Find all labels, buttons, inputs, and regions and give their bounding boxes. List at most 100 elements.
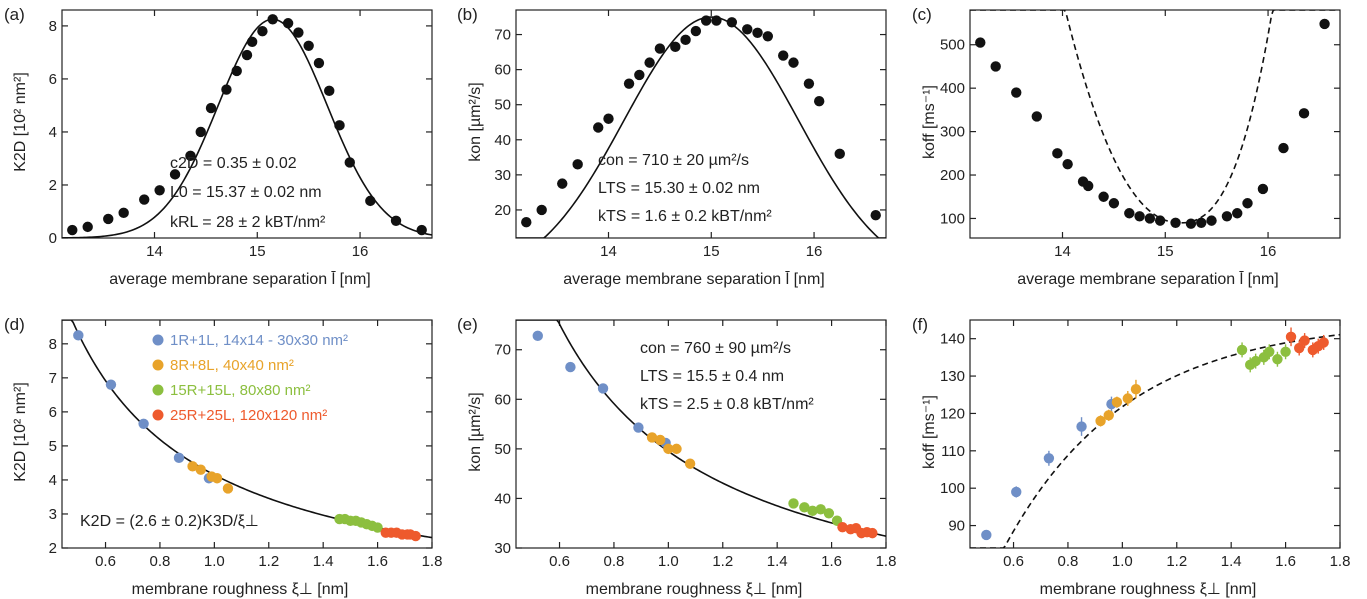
data-point (1144, 213, 1156, 224)
x-tick-label: 0.6 (1003, 553, 1024, 570)
x-tick-label: 0.8 (1058, 553, 1079, 570)
x-tick-label: 0.8 (150, 553, 171, 570)
data-point (644, 57, 655, 68)
y-tick-label: 40 (494, 132, 511, 149)
data-point (1124, 208, 1135, 219)
data-point (1082, 180, 1094, 192)
data-point (1257, 183, 1269, 195)
y-tick-label: 70 (494, 27, 511, 44)
data-point (1108, 198, 1120, 209)
x-tick-label: 0.6 (95, 553, 116, 570)
y-tick-label: 6 (49, 71, 57, 88)
data-point (752, 27, 763, 38)
y-tick-label: 90 (948, 518, 965, 535)
data-point (684, 458, 696, 469)
data-point (762, 31, 774, 42)
data-point (1170, 217, 1181, 228)
x-tick-label: 15 (249, 243, 266, 260)
plot-frame (515, 319, 887, 549)
x-tick-label: 1.4 (1221, 553, 1242, 570)
x-axis-label: membrane roughness ξ⊥ [nm] (132, 581, 349, 598)
x-tick-label: 14 (1054, 243, 1071, 260)
annotation-c2d: c2D = 0.35 ± 0.02 (170, 155, 297, 172)
data-point (1076, 421, 1087, 432)
annotation-kts: kTS = 2.5 ± 0.8 kBT/nm² (640, 396, 814, 413)
data-point (867, 527, 878, 539)
data-point (138, 418, 149, 429)
x-tick-label: 1.0 (204, 553, 225, 570)
data-point (1185, 218, 1197, 229)
y-axis-label: kon [µm²/s] (467, 82, 484, 161)
data-point (257, 26, 268, 37)
annotation-lts: LTS = 15.30 ± 0.02 nm (598, 180, 760, 197)
annotation-k2d-fit: K2D = (2.6 ± 0.2)K3D/ξ⊥ (80, 513, 259, 530)
data-point (416, 224, 427, 236)
x-tick-label: 0.8 (604, 553, 625, 570)
plot-frame (969, 9, 1341, 239)
data-point (1098, 191, 1109, 202)
data-point (221, 84, 232, 95)
y-tick-label: 100 (940, 480, 965, 497)
data-point (1280, 346, 1291, 357)
x-tick-label: 0.6 (549, 553, 570, 570)
data-point (169, 169, 181, 180)
data-point (1298, 108, 1310, 119)
data-point (1095, 415, 1106, 427)
legend-entry: 8R+8L, 40x40 nm² (170, 357, 294, 374)
y-tick-label: 30 (494, 167, 511, 184)
data-point (1221, 211, 1233, 222)
panel-b: (b) 14 15 16 20 30 40 50 60 70 average membrane … (457, 5, 887, 288)
data-point (646, 432, 658, 443)
y-tick-label: 300 (940, 124, 965, 141)
x-tick-label: 1.0 (1112, 553, 1133, 570)
data-point (67, 224, 78, 236)
y-axis-label: K2D [10² nm²] (12, 382, 29, 482)
panel-label: (e) (457, 315, 478, 334)
data-point (372, 522, 383, 533)
x-tick-label: 1.8 (876, 553, 897, 570)
data-point (185, 150, 196, 162)
data-point (597, 383, 609, 394)
data-point (536, 204, 547, 216)
annotation-con: con = 710 ± 20 µm²/s (598, 152, 749, 169)
plot-frame (61, 319, 433, 549)
data-point (572, 159, 583, 170)
data-point (267, 14, 278, 25)
data-point (1103, 410, 1114, 421)
y-tick-label: 70 (494, 342, 511, 359)
data-point (1122, 393, 1133, 404)
data-point (700, 15, 712, 26)
data-point (654, 434, 666, 446)
data-point (139, 194, 150, 205)
data-point (293, 27, 304, 38)
x-tick-label: 1.4 (767, 553, 788, 570)
legend-marker (152, 359, 164, 371)
x-tick-label: 1.6 (821, 553, 842, 570)
data-point (1250, 355, 1261, 367)
x-tick-label: 1.2 (1166, 553, 1187, 570)
data-point (623, 78, 635, 89)
data-point (981, 529, 992, 541)
plot-frame (515, 9, 887, 239)
data-point (154, 185, 165, 196)
data-point (742, 24, 753, 35)
data-point (975, 37, 986, 48)
y-tick-label: 200 (940, 167, 965, 184)
data-point (634, 69, 645, 81)
data-point (1278, 142, 1289, 154)
data-point (788, 57, 799, 68)
y-tick-label: 60 (494, 62, 511, 79)
y-axis-label: koff [ms⁻¹] (921, 395, 938, 469)
data-point (222, 483, 234, 494)
data-point (1062, 158, 1073, 170)
data-point (803, 78, 815, 89)
data-point (1318, 337, 1329, 348)
data-point (834, 148, 845, 160)
data-point (663, 443, 674, 455)
fit-curve (970, 10, 1340, 224)
y-tick-label: 60 (494, 391, 511, 408)
data-point (1293, 342, 1305, 354)
y-tick-label: 3 (49, 506, 57, 523)
annotation-lts: LTS = 15.5 ± 0.4 nm (640, 368, 784, 385)
